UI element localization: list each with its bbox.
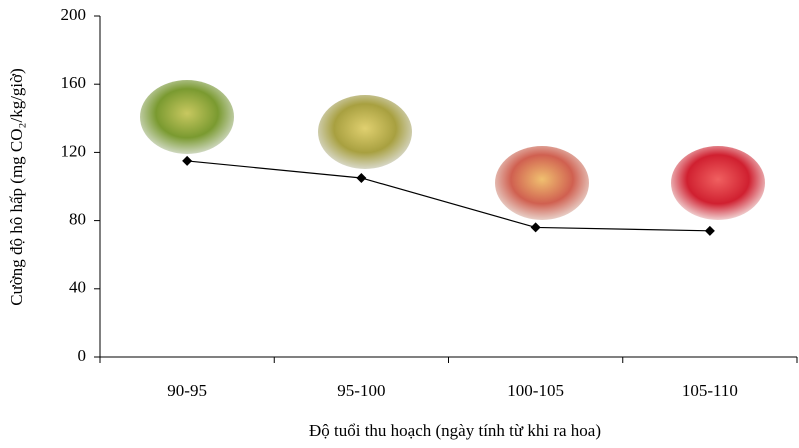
x-tick-label: 105-110 [682,381,738,400]
y-axis-label: Cường độ hô hấp (mg CO₂/kg/giờ) [7,68,26,306]
y-tick-label: 40 [69,278,86,297]
y-tick-label: 160 [61,73,87,92]
data-line [187,160,710,232]
x-tick-label: 100-105 [507,381,564,400]
fruit-image [495,146,589,220]
y-tick-label: 120 [61,141,87,160]
fruit-image [318,95,412,169]
x-tick-label: 95-100 [337,381,385,400]
fruit-image [140,80,234,154]
data-marker [530,222,541,233]
data-marker [704,225,715,236]
fruit-image [671,146,765,220]
data-marker [356,172,367,183]
data-marker [182,155,193,166]
x-axis-label: Độ tuổi thu hoạch (ngày tính từ khi ra h… [309,421,601,440]
y-tick-label: 200 [61,5,87,24]
y-tick-label: 80 [69,210,86,229]
y-tick-label: 0 [78,346,87,365]
x-tick-label: 90-95 [167,381,207,400]
